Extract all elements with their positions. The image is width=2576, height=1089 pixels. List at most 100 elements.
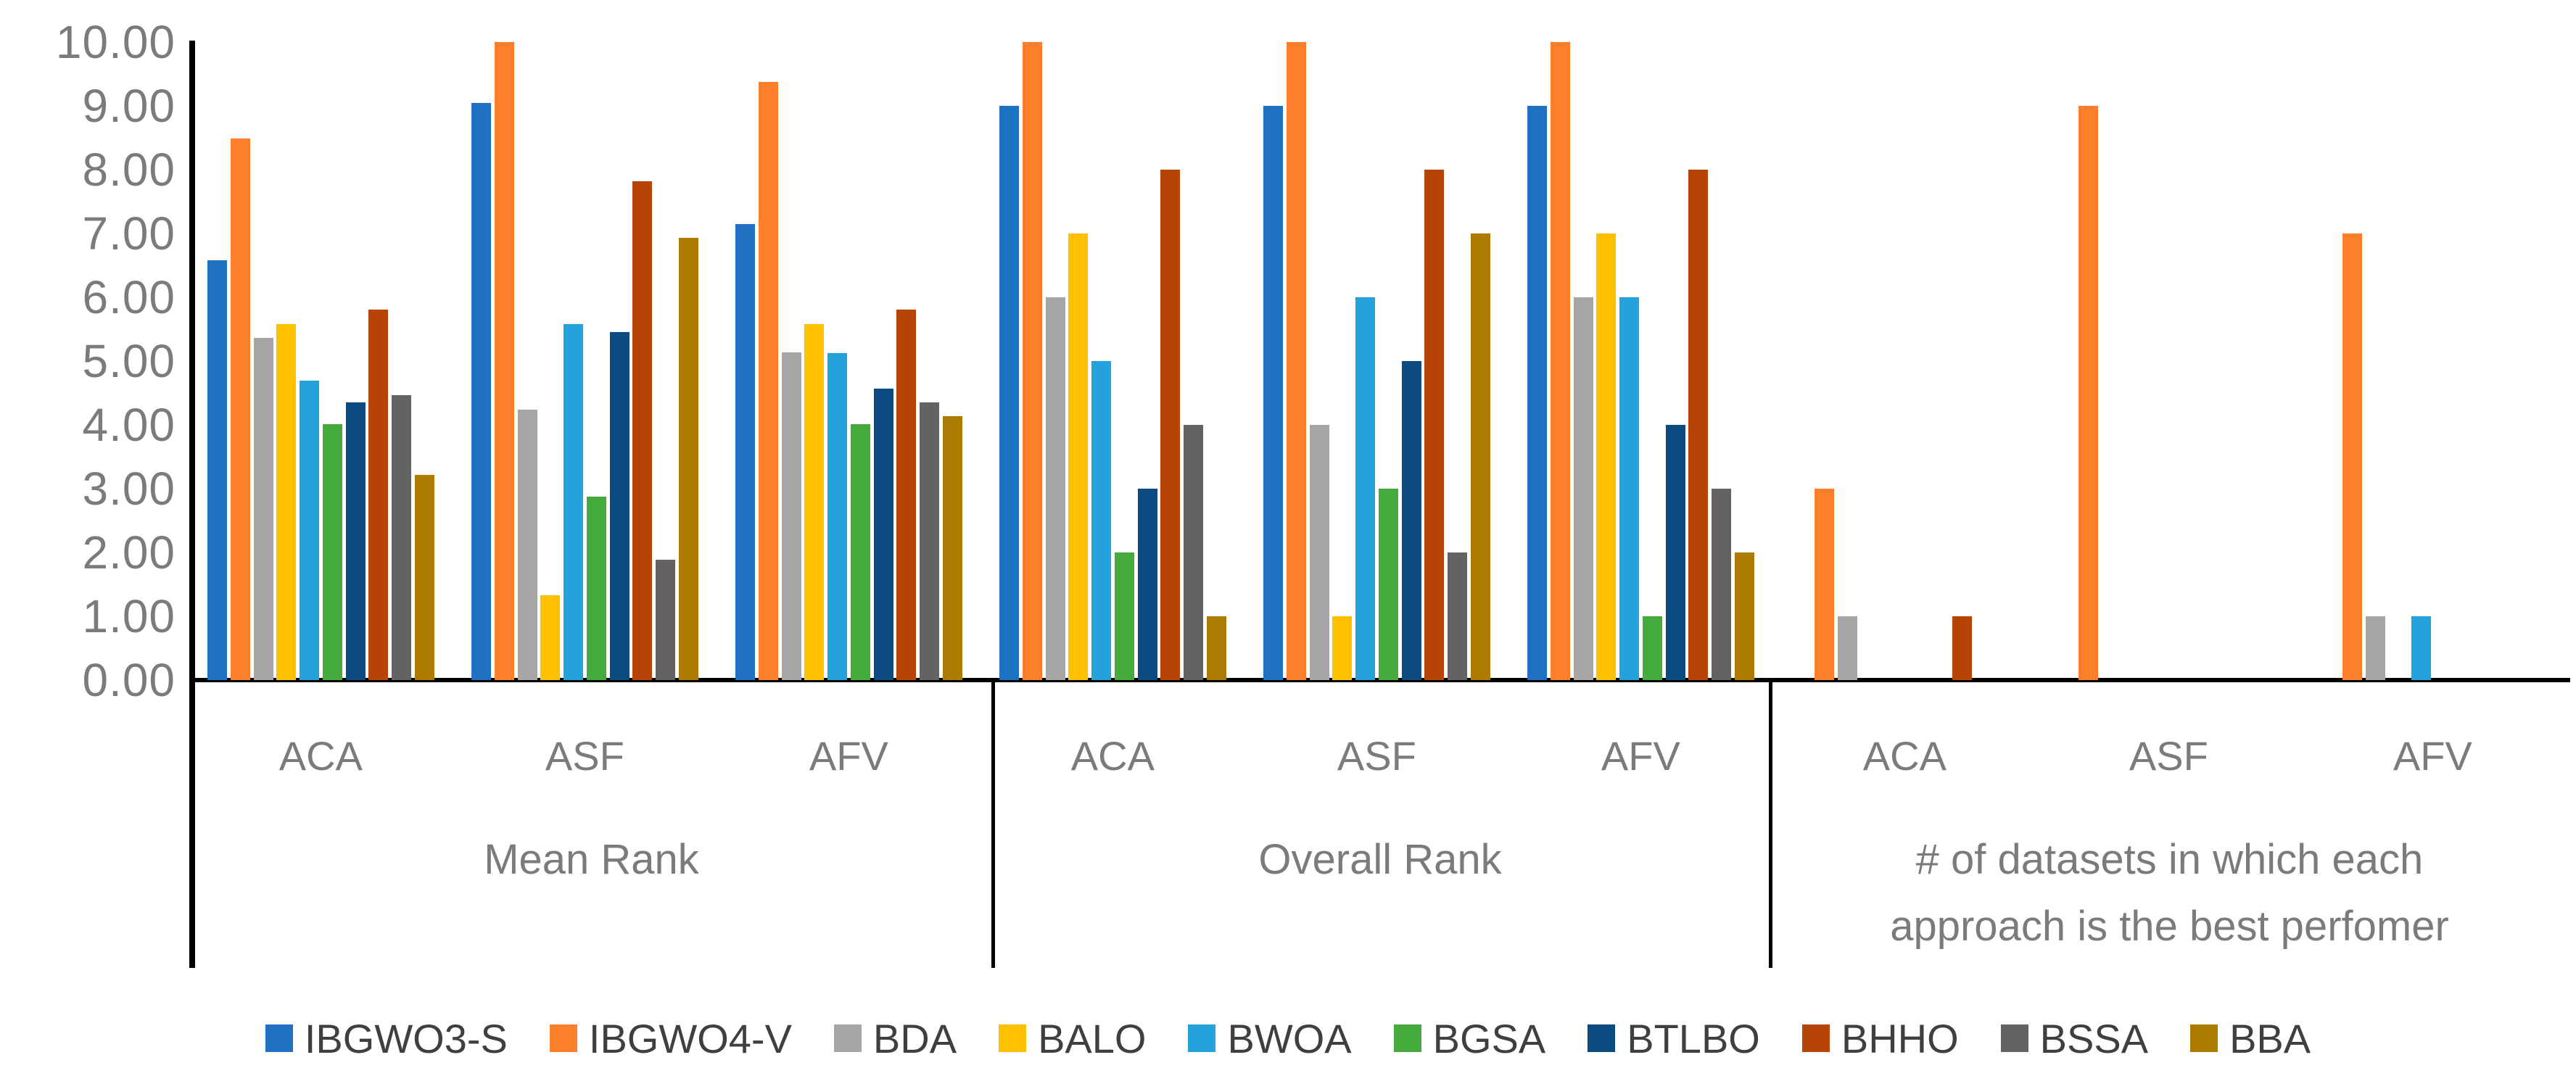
- bar-IBGWO4-V-cluster1: [230, 138, 250, 680]
- bar-IBGWO3-S-cluster1: [207, 260, 227, 680]
- legend-item-IBGWO4-V: IBGWO4-V: [549, 1015, 792, 1062]
- bar-IBGWO4-V-cluster3: [758, 81, 778, 680]
- legend-swatch-icon-BALO: [999, 1024, 1027, 1052]
- bar-IBGWO3-S-cluster3: [735, 223, 755, 680]
- axis-label-group1-ACA: ACA: [278, 733, 363, 779]
- bar-BWOA-cluster9: [2411, 616, 2431, 680]
- bar-IBGWO3-S-cluster4: [999, 106, 1019, 680]
- bar-BTLBO-cluster1: [345, 402, 366, 680]
- bar-BDA-cluster9: [2365, 616, 2385, 680]
- bar-IBGWO4-V-cluster8: [2078, 106, 2098, 680]
- legend-item-BSSA: BSSA: [2000, 1015, 2149, 1062]
- bar-BWOA-cluster1: [300, 381, 319, 680]
- bar-IBGWO3-S-cluster6: [1527, 106, 1547, 680]
- y-tick-label-5.00: 5.00: [82, 335, 176, 387]
- y-tick-label-2.00: 2.00: [82, 526, 176, 579]
- legend-swatch-icon-BBA: [2190, 1024, 2218, 1052]
- y-tick-label-7.00: 7.00: [82, 207, 176, 260]
- legend-label-BHHO: BHHO: [1841, 1015, 1959, 1061]
- group-caption-1: Mean Rank: [484, 827, 699, 893]
- bar-BTLBO-cluster3: [873, 388, 893, 680]
- legend-label-BALO: BALO: [1038, 1015, 1147, 1061]
- legend-item-IBGWO3-S: IBGWO3-S: [265, 1015, 508, 1062]
- legend-item-BALO: BALO: [999, 1015, 1146, 1062]
- legend: IBGWO3-S IBGWO4-V BDA BALO BWOA BGSA BTLBO BHHO…: [0, 1009, 2576, 1067]
- axis-label-group2-AFV: AFV: [1601, 733, 1680, 779]
- bar-BTLBO-cluster2: [609, 331, 629, 680]
- legend-swatch-icon-BWOA: [1188, 1024, 1216, 1052]
- group-caption-2: Overall Rank: [1258, 827, 1501, 893]
- bar-BTLBO-cluster5: [1401, 361, 1421, 680]
- bar-BSSA-cluster4: [1184, 425, 1203, 680]
- legend-item-BWOA: BWOA: [1188, 1015, 1352, 1062]
- bar-BSSA-cluster1: [392, 394, 411, 680]
- bar-BWOA-cluster6: [1619, 297, 1639, 680]
- bar-BDA-cluster5: [1309, 425, 1329, 680]
- bar-BALO-cluster3: [804, 323, 825, 680]
- y-tick-label-9.00: 9.00: [82, 80, 176, 132]
- legend-label-BSSA: BSSA: [2039, 1015, 2149, 1061]
- axis-label-group2-ASF: ASF: [1337, 733, 1416, 779]
- legend-swatch-icon-IBGWO3-S: [265, 1024, 293, 1052]
- legend-label-BTLBO: BTLBO: [1627, 1015, 1760, 1061]
- bar-BALO-cluster2: [540, 595, 561, 680]
- bar-BSSA-cluster2: [656, 559, 675, 680]
- category-divider-1: [991, 680, 995, 968]
- bar-BHHO-cluster6: [1688, 170, 1709, 680]
- bar-IBGWO4-V-cluster7: [1814, 489, 1834, 680]
- bar-BTLBO-cluster6: [1665, 425, 1685, 680]
- y-axis-line: [189, 41, 195, 968]
- legend-label-BBA: BBA: [2229, 1015, 2311, 1061]
- x-axis-baseline: [191, 678, 2570, 682]
- y-tick-label-1.00: 1.00: [82, 590, 176, 642]
- bar-BDA-cluster6: [1573, 297, 1593, 680]
- group-caption-3-line1: # of datasets in which each: [1915, 836, 2424, 883]
- legend-label-BGSA: BGSA: [1432, 1015, 1546, 1061]
- y-tick-label-6.00: 6.00: [82, 271, 176, 323]
- y-tick-label-3.00: 3.00: [82, 463, 176, 515]
- bar-BHHO-cluster2: [632, 181, 653, 680]
- legend-item-BHHO: BHHO: [1801, 1015, 1959, 1062]
- bar-BGSA-cluster1: [322, 424, 342, 680]
- bar-BWOA-cluster3: [827, 352, 847, 680]
- bar-BBA-cluster1: [414, 474, 434, 680]
- bar-BGSA-cluster2: [586, 496, 606, 680]
- bar-IBGWO4-V-cluster5: [1286, 42, 1306, 680]
- group-caption-3: # of datasets in which each approach is t…: [1890, 827, 2449, 960]
- bar-BDA-cluster1: [253, 338, 273, 680]
- bar-IBGWO4-V-cluster4: [1022, 42, 1042, 680]
- group-caption-2-line1: Overall Rank: [1258, 836, 1502, 883]
- bar-BDA-cluster4: [1045, 297, 1065, 680]
- legend-swatch-icon-BTLBO: [1588, 1024, 1616, 1052]
- bar-BHHO-cluster4: [1160, 170, 1181, 680]
- bar-BGSA-cluster3: [850, 424, 870, 680]
- bar-BGSA-cluster4: [1114, 552, 1134, 680]
- bar-BSSA-cluster3: [920, 402, 939, 680]
- y-tick-label-0.00: 0.00: [82, 654, 176, 706]
- bar-BTLBO-cluster4: [1137, 489, 1157, 680]
- bar-BSSA-cluster6: [1712, 489, 1731, 680]
- legend-label-BWOA: BWOA: [1227, 1015, 1352, 1061]
- bar-BDA-cluster2: [517, 409, 537, 680]
- category-divider-2: [1769, 680, 1772, 968]
- bar-BGSA-cluster5: [1378, 489, 1398, 680]
- legend-swatch-icon-IBGWO4-V: [549, 1024, 577, 1052]
- bar-BSSA-cluster5: [1448, 552, 1467, 680]
- group-caption-1-line1: Mean Rank: [484, 836, 699, 883]
- bar-BBA-cluster6: [1734, 552, 1754, 680]
- group-caption-3-line2: approach is the best perfomer: [1890, 903, 2449, 950]
- axis-label-group3-ASF: ASF: [2129, 733, 2208, 779]
- bar-IBGWO3-S-cluster2: [471, 103, 491, 680]
- legend-item-BGSA: BGSA: [1393, 1015, 1546, 1062]
- axis-label-group1-AFV: AFV: [809, 733, 888, 779]
- bar-BALO-cluster1: [276, 323, 297, 680]
- bar-BWOA-cluster2: [564, 323, 583, 680]
- legend-item-BDA: BDA: [833, 1015, 957, 1062]
- y-tick-label-8.00: 8.00: [82, 144, 176, 196]
- legend-swatch-icon-BHHO: [1801, 1024, 1830, 1052]
- legend-swatch-icon-BSSA: [2000, 1024, 2028, 1052]
- bar-BBA-cluster2: [678, 238, 698, 680]
- legend-label-IBGWO3-S: IBGWO3-S: [304, 1015, 508, 1061]
- bar-BHHO-cluster3: [896, 309, 917, 680]
